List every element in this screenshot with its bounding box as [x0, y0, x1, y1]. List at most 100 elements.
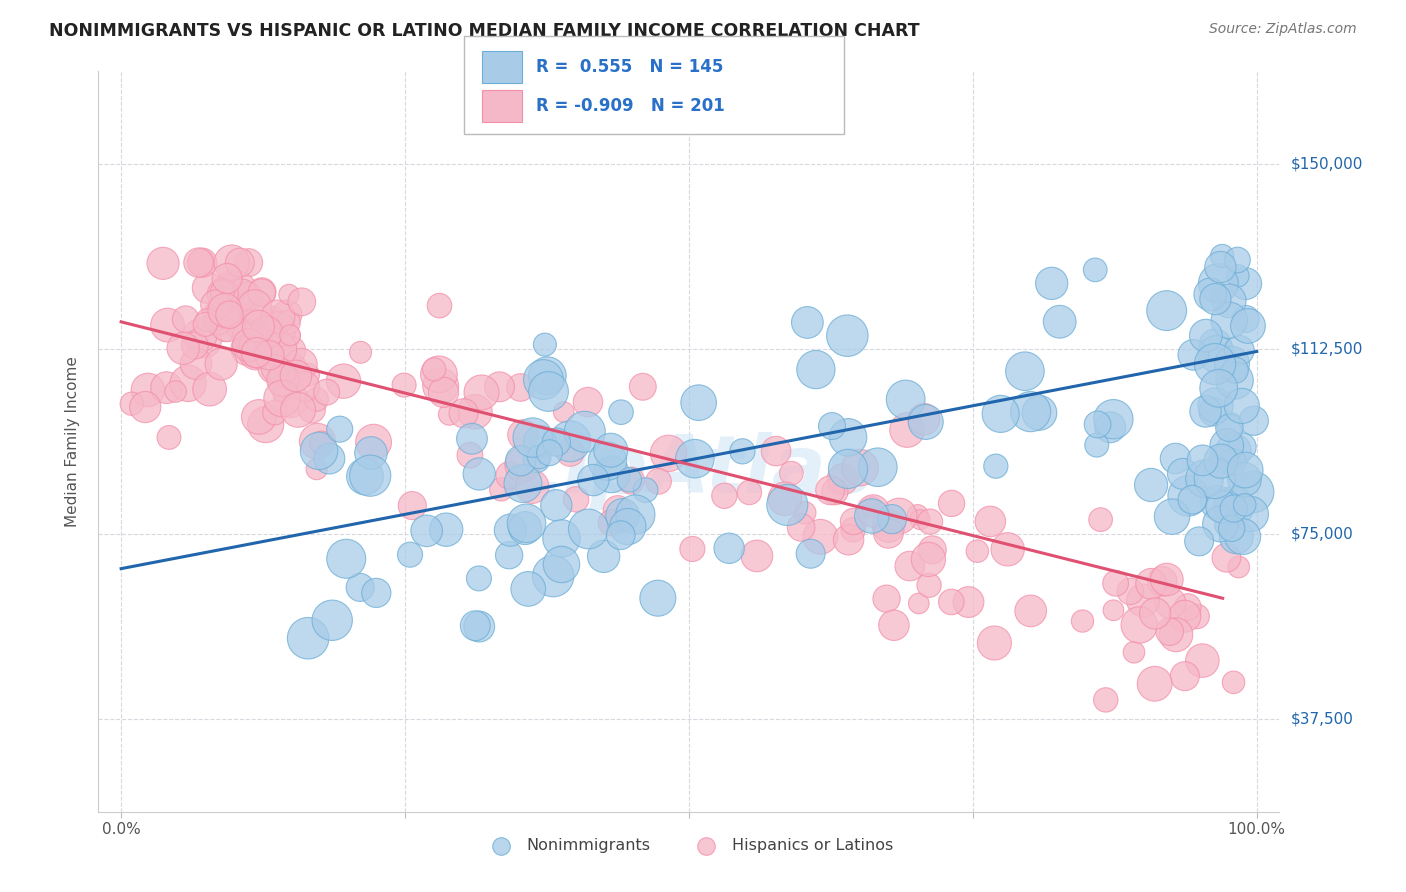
Point: [576, 522, 599, 536]
Y-axis label: Median Family Income: Median Family Income: [65, 356, 80, 527]
Point: [533, 373, 555, 387]
Point: [284, 359, 307, 373]
Point: [600, 516, 623, 530]
Point: [1156, 573, 1178, 587]
Point: [1227, 343, 1250, 358]
Point: [1099, 420, 1122, 434]
Point: [612, 508, 634, 523]
Point: [1071, 614, 1094, 628]
Point: [276, 308, 298, 322]
Point: [235, 287, 257, 301]
Point: [1206, 495, 1229, 509]
Point: [1209, 454, 1232, 468]
Point: [1094, 693, 1116, 707]
Point: [1019, 604, 1042, 618]
Point: [592, 549, 614, 564]
Point: [1209, 260, 1232, 274]
Point: [256, 326, 278, 340]
Point: [177, 376, 200, 391]
Point: [332, 374, 354, 388]
Point: [1233, 498, 1256, 512]
Text: NONIMMIGRANTS VS HISPANIC OR LATINO MEDIAN FAMILY INCOME CORRELATION CHART: NONIMMIGRANTS VS HISPANIC OR LATINO MEDI…: [49, 22, 920, 40]
Point: [359, 468, 381, 483]
Point: [321, 613, 343, 627]
Point: [1216, 439, 1239, 453]
Point: [191, 255, 214, 269]
Point: [252, 337, 274, 351]
Point: [804, 362, 827, 376]
Point: [280, 392, 302, 407]
Point: [1159, 596, 1181, 610]
Point: [1104, 576, 1126, 591]
Point: [231, 287, 253, 301]
Point: [194, 318, 217, 332]
Point: [427, 368, 450, 382]
Point: [1208, 277, 1230, 291]
Point: [979, 515, 1001, 529]
Point: [990, 407, 1012, 421]
Point: [1226, 252, 1249, 267]
Point: [236, 289, 259, 303]
Point: [983, 636, 1005, 650]
Point: [908, 513, 931, 527]
Point: [849, 460, 872, 475]
Point: [1227, 560, 1250, 574]
Point: [218, 304, 240, 318]
Point: [917, 552, 939, 566]
Point: [688, 395, 710, 409]
Point: [1230, 399, 1253, 413]
Point: [1204, 471, 1226, 485]
Point: [297, 631, 319, 645]
Point: [634, 483, 657, 497]
Point: [329, 422, 352, 436]
Point: [541, 569, 564, 583]
Text: R = -0.909   N = 201: R = -0.909 N = 201: [536, 97, 724, 115]
Point: [1049, 315, 1071, 329]
Point: [1205, 347, 1227, 361]
Point: [517, 582, 540, 596]
Point: [264, 361, 287, 376]
Point: [883, 618, 905, 632]
Point: [488, 380, 510, 394]
Point: [335, 551, 357, 566]
Point: [271, 373, 294, 387]
Point: [214, 303, 236, 318]
Point: [1199, 287, 1222, 301]
Point: [415, 524, 437, 538]
Point: [620, 474, 643, 488]
Point: [1191, 654, 1213, 668]
Point: [134, 400, 156, 414]
Point: [1219, 418, 1241, 433]
Point: [1085, 438, 1108, 452]
Point: [349, 345, 371, 359]
Point: [184, 357, 207, 371]
Point: [1243, 414, 1265, 428]
Point: [271, 384, 294, 399]
Point: [896, 423, 918, 437]
Point: [941, 496, 963, 510]
Point: [647, 591, 669, 606]
Point: [842, 523, 865, 537]
Point: [609, 528, 631, 542]
Point: [278, 328, 301, 343]
Point: [529, 434, 551, 449]
Point: [647, 475, 669, 489]
Point: [247, 409, 270, 424]
Point: [773, 491, 796, 506]
Point: [1215, 518, 1237, 533]
Point: [1226, 268, 1249, 283]
Point: [837, 430, 859, 444]
Point: [1144, 607, 1167, 621]
Point: [1140, 478, 1163, 492]
Point: [246, 305, 269, 319]
Text: $112,500: $112,500: [1291, 342, 1362, 357]
Point: [718, 541, 741, 556]
Point: [243, 314, 266, 328]
Point: [208, 307, 231, 321]
Point: [267, 310, 290, 324]
Point: [214, 297, 236, 311]
Text: ZipAtlas: ZipAtlas: [503, 432, 875, 510]
Point: [1194, 404, 1216, 418]
Point: [745, 549, 768, 563]
Point: [221, 255, 243, 269]
